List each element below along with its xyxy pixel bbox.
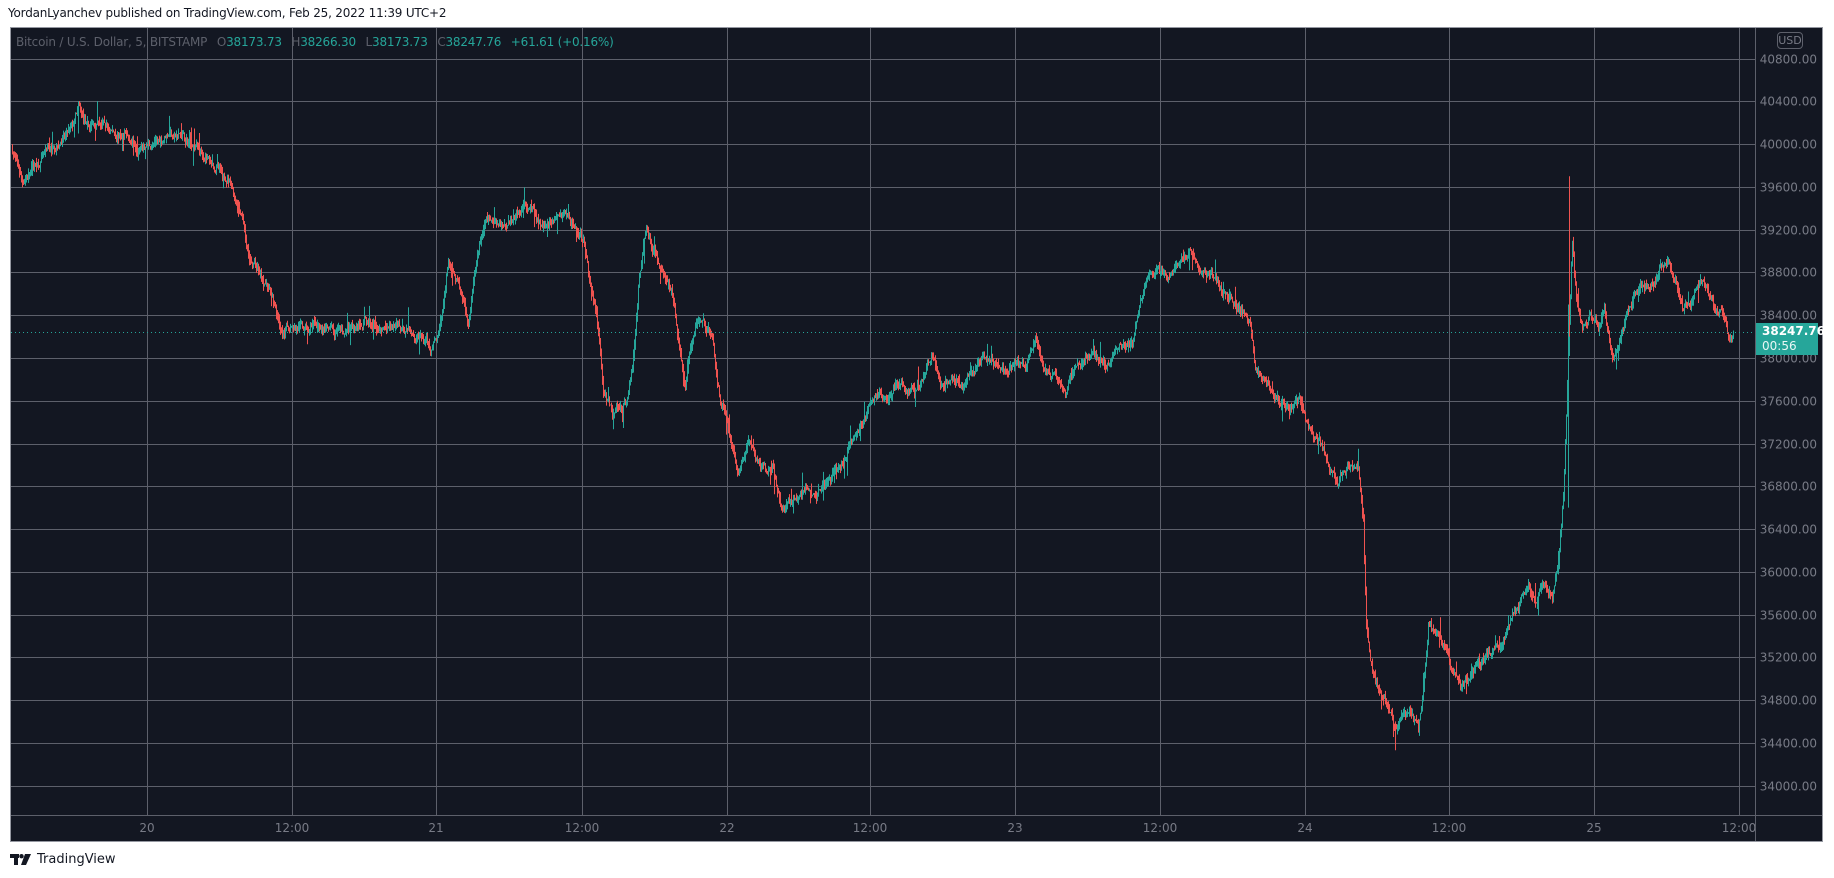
price-axis-label: 38800.00 [1760, 266, 1817, 280]
time-axis-label: 20 [139, 821, 154, 835]
high-value: 38266.30 [300, 35, 356, 49]
chart-pane[interactable] [10, 27, 1823, 842]
tradingview-logo-icon [10, 853, 32, 866]
price-axis-label: 34800.00 [1760, 694, 1817, 708]
time-axis-label: 22 [719, 821, 734, 835]
price-axis-label: 40800.00 [1760, 53, 1817, 67]
time-axis-label: 12:00 [565, 821, 600, 835]
close-label: C [437, 35, 446, 49]
time-axis-label: 23 [1007, 821, 1022, 835]
published-by-line: YordanLyanchev published on TradingView.… [8, 6, 447, 20]
time-axis-label: 21 [428, 821, 443, 835]
high-label: H [291, 35, 301, 49]
time-axis-label: 24 [1297, 821, 1312, 835]
price-axis-label: 37600.00 [1760, 395, 1817, 409]
time-axis-label: 12:00 [1722, 821, 1757, 835]
last-price-label: 38247.76 00:56 [1756, 323, 1826, 355]
price-axis-label: 38400.00 [1760, 309, 1817, 323]
low-label: L [365, 35, 373, 49]
low-value: 38173.73 [372, 35, 428, 49]
time-axis-label: 12:00 [1143, 821, 1178, 835]
price-axis-label: 36400.00 [1760, 523, 1817, 537]
time-axis-label: 12:00 [275, 821, 310, 835]
time-axis-label: 25 [1586, 821, 1601, 835]
price-axis-label: 38000.00 [1760, 352, 1817, 366]
time-axis-label: 12:00 [853, 821, 888, 835]
symbol-legend: Bitcoin / U.S. Dollar, 5, BITSTAMP O3817… [16, 35, 614, 49]
brand-name: TradingView [37, 852, 116, 867]
price-axis-label: 37200.00 [1760, 438, 1817, 452]
price-axis-label: 34000.00 [1760, 780, 1817, 794]
price-axis-label: 40000.00 [1760, 138, 1817, 152]
open-value: 38173.73 [226, 35, 282, 49]
last-price-value: 38247.76 [1762, 324, 1826, 338]
candles [12, 100, 1734, 751]
price-axis-label: 39200.00 [1760, 224, 1817, 238]
price-axis-label: 39600.00 [1760, 181, 1817, 195]
close-value: 38247.76 [445, 35, 502, 49]
price-axis-label: 36800.00 [1760, 480, 1817, 494]
change-value: +61.61 (+0.16%) [510, 35, 614, 49]
symbol-title[interactable]: Bitcoin / U.S. Dollar, 5, BITSTAMP [16, 35, 208, 49]
tradingview-footer: TradingView [10, 852, 116, 867]
price-axis-label: 35200.00 [1760, 651, 1817, 665]
time-axis-label: 12:00 [1432, 821, 1467, 835]
open-label: O [216, 35, 227, 49]
currency-badge[interactable]: USD [1777, 32, 1803, 49]
price-axis-label: 40400.00 [1760, 95, 1817, 109]
price-axis-label: 34400.00 [1760, 737, 1817, 751]
price-axis-label: 35600.00 [1760, 609, 1817, 623]
price-axis-label: 36000.00 [1760, 566, 1817, 580]
bar-countdown: 00:56 [1762, 339, 1797, 353]
